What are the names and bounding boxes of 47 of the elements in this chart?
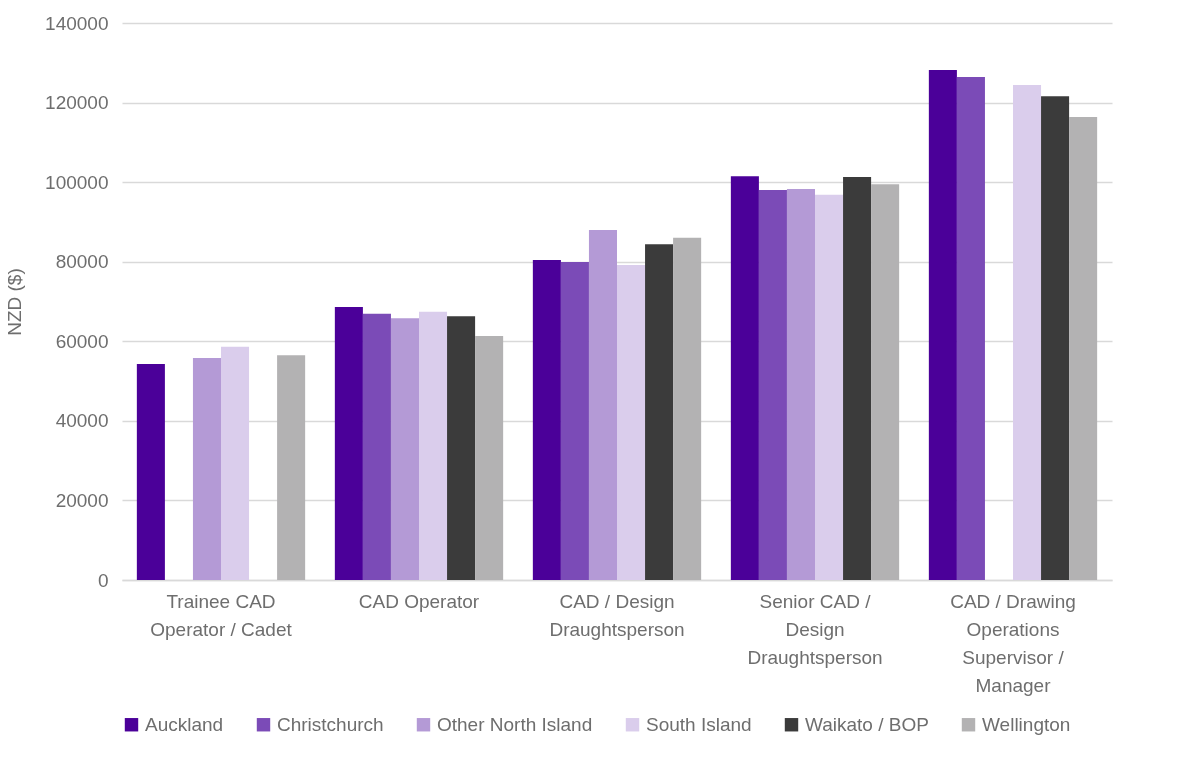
bar bbox=[1041, 96, 1070, 580]
bar bbox=[673, 237, 702, 580]
bar bbox=[617, 264, 646, 580]
bar bbox=[390, 318, 419, 580]
bar bbox=[815, 194, 844, 580]
bar bbox=[1069, 116, 1098, 580]
y-tick-label: 80000 bbox=[55, 251, 109, 273]
y-tick-label: 0 bbox=[97, 569, 109, 591]
bar bbox=[362, 313, 391, 580]
bar bbox=[447, 316, 476, 580]
bar bbox=[645, 244, 674, 580]
bar bbox=[871, 184, 900, 580]
x-tick-label: Trainee CAD Operator / Cadet bbox=[150, 590, 293, 640]
y-tick-label: 140000 bbox=[45, 12, 109, 34]
x-tick-label: CAD / Design Draughtsperson bbox=[549, 590, 685, 640]
bar bbox=[334, 307, 363, 580]
bar bbox=[786, 188, 815, 580]
bar bbox=[730, 176, 759, 580]
legend-label: South Island bbox=[646, 713, 752, 735]
y-tick-label: 60000 bbox=[55, 330, 109, 352]
bar bbox=[928, 69, 957, 580]
bar bbox=[560, 262, 589, 580]
y-tick-label: 40000 bbox=[55, 410, 109, 432]
x-tick-label: Senior CAD / Design Draughtsperson bbox=[747, 590, 883, 668]
legend-label: Waikato / BOP bbox=[805, 713, 929, 735]
legend-label: Auckland bbox=[145, 713, 224, 735]
y-tick-label: 20000 bbox=[55, 489, 109, 511]
bar bbox=[843, 176, 872, 580]
legend-label: Other North Island bbox=[437, 713, 593, 735]
bar bbox=[419, 311, 448, 580]
bar bbox=[1013, 85, 1042, 580]
legend-label: Wellington bbox=[982, 713, 1071, 735]
legend-label: Christchurch bbox=[277, 713, 384, 735]
bar bbox=[192, 358, 221, 580]
bar bbox=[956, 77, 985, 580]
bar bbox=[136, 363, 165, 580]
y-tick-label: 120000 bbox=[45, 92, 109, 114]
y-tick-label: 100000 bbox=[45, 171, 109, 193]
bar bbox=[532, 260, 561, 580]
bar bbox=[221, 346, 250, 580]
y-axis-title: NZD ($) bbox=[4, 268, 26, 336]
bar bbox=[758, 190, 787, 580]
bar bbox=[475, 336, 504, 580]
bar bbox=[277, 355, 306, 580]
x-tick-label: CAD Operator bbox=[358, 590, 480, 612]
bar bbox=[588, 229, 617, 580]
x-tick-label: CAD / Drawing Operations Supervisor / Manager bbox=[950, 590, 1076, 696]
